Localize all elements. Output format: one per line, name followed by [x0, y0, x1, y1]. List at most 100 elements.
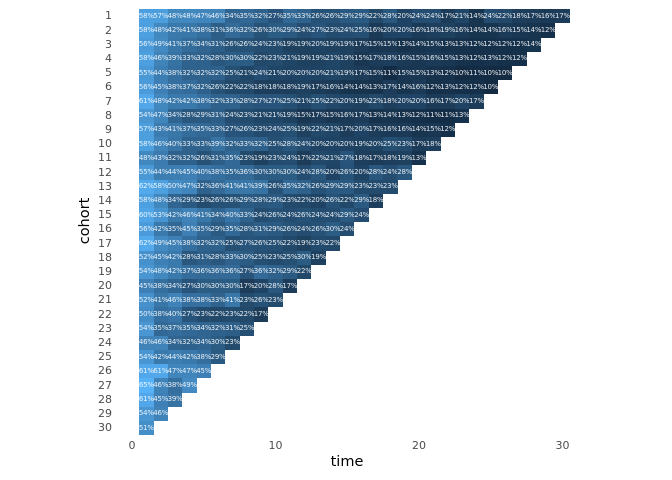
- heatmap-cell: 19%: [440, 23, 455, 38]
- heatmap-cell: 57%: [139, 122, 154, 137]
- heatmap-cell: 65%: [139, 378, 154, 393]
- heatmap-cell: 28%: [254, 193, 269, 208]
- heatmap-cell: 18%: [354, 151, 369, 166]
- cell-value-label: 46%: [153, 338, 169, 347]
- cell-value-label: 16%: [339, 111, 355, 120]
- cell-value-label: 17%: [311, 82, 327, 91]
- cell-value-label: 48%: [167, 11, 183, 20]
- heatmap-cell: 37%: [181, 37, 197, 52]
- cell-value-label: 22%: [325, 238, 341, 247]
- cell-value-label: 62%: [138, 182, 154, 191]
- cell-value-label: 48%: [181, 11, 197, 20]
- cell-value-label: 23%: [196, 309, 212, 318]
- cell-value-label: 17%: [555, 11, 570, 20]
- cell-value-label: 28%: [239, 96, 255, 105]
- cell-value-label: 19%: [296, 125, 312, 134]
- cell-value-label: 20%: [296, 68, 312, 77]
- heatmap-cell: 23%: [239, 108, 255, 123]
- heatmap-cell: 12%: [541, 23, 556, 38]
- heatmap-cell: 17%: [440, 9, 455, 24]
- cell-value-label: 26%: [210, 82, 226, 91]
- cell-value-label: 54%: [138, 267, 154, 276]
- cell-value-label: 17%: [368, 54, 384, 63]
- heatmap-cell: 54%: [139, 350, 154, 365]
- cell-value-label: 56%: [138, 40, 154, 49]
- cell-value-label: 46%: [153, 139, 169, 148]
- cell-value-label: 25%: [282, 253, 298, 262]
- cell-value-label: 26%: [311, 11, 327, 20]
- cell-value-label: 50%: [138, 309, 154, 318]
- cell-value-label: 25%: [224, 68, 240, 77]
- heatmap-cell: 26%: [268, 208, 283, 223]
- heatmap-cell: 16%: [325, 80, 341, 95]
- cell-value-label: 50%: [167, 182, 183, 191]
- heatmap-cell: 55%: [139, 165, 154, 180]
- cell-value-label: 37%: [181, 125, 197, 134]
- y-tick-label: 20: [98, 279, 112, 293]
- heatmap-cell: 28%: [282, 137, 298, 152]
- cell-value-label: 53%: [153, 210, 169, 219]
- cell-value-label: 12%: [497, 40, 513, 49]
- cell-value-label: 30%: [196, 281, 212, 290]
- heatmap-cell: 25%: [254, 250, 269, 265]
- cell-value-label: 20%: [411, 96, 427, 105]
- cell-value-label: 26%: [311, 224, 327, 233]
- cell-value-label: 13%: [397, 40, 413, 49]
- heatmap-cell: 30%: [239, 51, 255, 66]
- cell-value-label: 33%: [239, 210, 255, 219]
- cell-value-label: 32%: [253, 11, 269, 20]
- cell-value-label: 20%: [282, 68, 298, 77]
- cell-value-label: 39%: [167, 395, 183, 404]
- cell-value-label: 14%: [468, 11, 484, 20]
- heatmap-cell: 17%: [311, 108, 326, 123]
- heatmap-cell: 20%: [254, 279, 269, 294]
- heatmap-cell: 18%: [383, 151, 398, 166]
- cell-value-label: 31%: [210, 40, 226, 49]
- heatmap-cell: 23%: [368, 179, 384, 194]
- heatmap-cell: 45%: [153, 250, 168, 265]
- cell-value-label: 32%: [210, 324, 226, 333]
- cell-value-label: 19%: [339, 68, 355, 77]
- cell-value-label: 60%: [138, 210, 154, 219]
- cell-value-label: 13%: [368, 82, 384, 91]
- cell-value-label: 42%: [167, 25, 183, 34]
- cell-value-label: 19%: [282, 40, 298, 49]
- cell-value-label: 13%: [454, 54, 470, 63]
- heatmap-cell: 24%: [383, 165, 398, 180]
- cell-value-label: 30%: [210, 281, 226, 290]
- heatmap-cell: 30%: [225, 279, 240, 294]
- heatmap-cell: 57%: [153, 9, 168, 24]
- cell-value-label: 37%: [181, 82, 197, 91]
- cell-value-label: 19%: [296, 238, 312, 247]
- cell-value-label: 26%: [253, 295, 269, 304]
- heatmap-cell: 43%: [153, 151, 168, 166]
- heatmap-cell: 30%: [225, 51, 240, 66]
- heatmap-cell: 16%: [397, 51, 412, 66]
- heatmap-cell: 39%: [254, 179, 269, 194]
- heatmap-cell: 34%: [168, 193, 183, 208]
- cell-value-label: 15%: [425, 40, 441, 49]
- heatmap-cell: 45%: [153, 392, 168, 407]
- cell-value-label: 45%: [181, 167, 197, 176]
- heatmap-cell: 24%: [340, 23, 355, 38]
- cell-value-label: 21%: [253, 111, 269, 120]
- heatmap-cell: 24%: [297, 23, 312, 38]
- cell-value-label: 18%: [382, 96, 398, 105]
- cell-value-label: 25%: [268, 238, 283, 247]
- heatmap-cell: 31%: [211, 151, 226, 166]
- heatmap-cell: 35%: [282, 9, 298, 24]
- heatmap-cell: 58%: [139, 51, 154, 66]
- cell-value-label: 18%: [268, 82, 283, 91]
- heatmap-cell: 24%: [268, 122, 283, 137]
- cell-value-label: 26%: [224, 40, 240, 49]
- cell-value-label: 23%: [224, 309, 240, 318]
- cell-value-label: 41%: [224, 182, 240, 191]
- cell-value-label: 39%: [167, 54, 183, 63]
- cell-value-label: 37%: [181, 40, 197, 49]
- heatmap-cell: 29%: [282, 23, 298, 38]
- cell-value-label: 24%: [224, 111, 240, 120]
- heatmap-cell: 12%: [440, 122, 455, 137]
- cell-value-label: 28%: [210, 54, 226, 63]
- heatmap-cell: 33%: [297, 9, 312, 24]
- cell-value-label: 25%: [311, 96, 327, 105]
